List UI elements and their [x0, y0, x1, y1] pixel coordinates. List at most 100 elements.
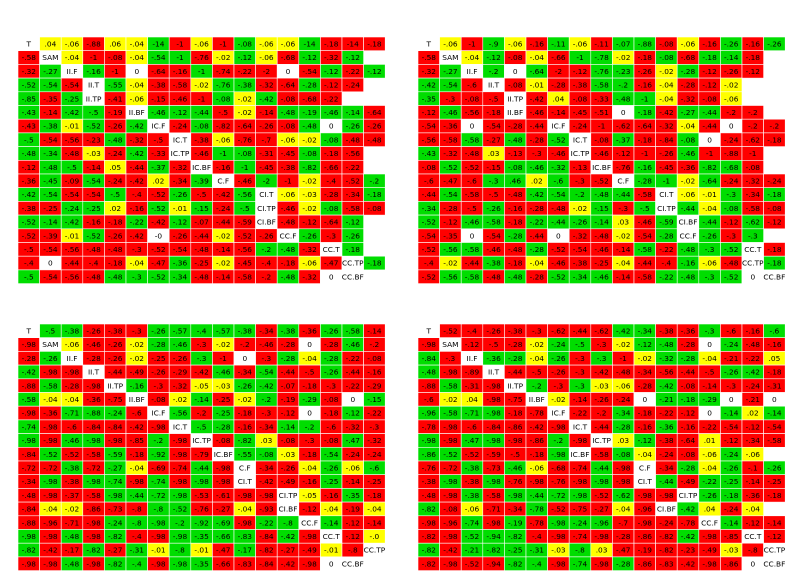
heatmap-cell-label: -.08: [616, 450, 631, 459]
heatmap-cell-label: II.TP: [507, 94, 523, 103]
heatmap-cell-label: -.46: [594, 272, 609, 281]
heatmap-cell-label: -.58: [173, 81, 188, 90]
heatmap-cell-label: -.3: [132, 245, 142, 254]
heatmap-cell-label: -.5: [67, 163, 77, 172]
heatmap-cell-label: -.66: [216, 559, 231, 568]
heatmap-cell-label: -.32: [22, 67, 36, 76]
heatmap-cell-label: -.19: [302, 108, 317, 117]
heatmap-cell-label: -.11: [594, 39, 609, 48]
heatmap-cell-label: 0: [707, 409, 712, 418]
heatmap-cell-label: -.28: [530, 204, 545, 213]
heatmap-cell-label: -.35: [194, 532, 209, 541]
heatmap-cell-label: -.98: [443, 532, 458, 541]
heatmap-cell-label: IC.T: [173, 135, 188, 144]
heatmap-cell-label: -.02: [130, 340, 144, 349]
heatmap-cell-label: -.38: [43, 122, 58, 131]
heatmap-cell-label: -.04: [130, 53, 145, 62]
heatmap-cell-label: -.46: [594, 149, 609, 158]
heatmap-cell-label: -.26: [573, 218, 588, 227]
heatmap-cell-label: -.34: [173, 176, 188, 185]
heatmap-cell-label: -.26: [551, 368, 566, 377]
heatmap-cell-label: -.58: [594, 81, 609, 90]
heatmap-cell-label: -.28: [530, 272, 545, 281]
heatmap-cell-label: -.8: [283, 518, 293, 527]
heatmap-cell-label: -.6: [467, 176, 477, 185]
heatmap-cell-label: -.18: [508, 259, 523, 268]
heatmap-cell-label: -.48: [681, 245, 696, 254]
heatmap-cell-label: -.16: [702, 39, 717, 48]
heatmap-cell-label: -.18: [367, 259, 382, 268]
heatmap-cell-label: -.5: [154, 135, 164, 144]
heatmap-cell-label: -.34: [22, 477, 37, 486]
heatmap-cell-label: -.42: [281, 559, 295, 568]
heatmap-cell-label: -.48: [508, 190, 523, 199]
heatmap-cell-label: IC.BF: [570, 450, 589, 459]
heatmap-cell-label: -.03: [86, 149, 101, 158]
heatmap-cell-label: -.48: [281, 108, 296, 117]
heatmap-cell-label: -.02: [616, 53, 630, 62]
heatmap-cell-label: -.22: [530, 218, 544, 227]
heatmap-cell-label: -.3: [132, 272, 142, 281]
heatmap-cell-label: -1: [620, 354, 628, 363]
heatmap-cell-label: -.98: [573, 477, 588, 486]
heatmap-cell-label: -.45: [659, 163, 674, 172]
heatmap-cell-label: -.28: [443, 204, 458, 213]
heatmap-cell-label: -.62: [746, 135, 760, 144]
heatmap-cell-label: -.12: [346, 218, 360, 227]
heatmap-cell-label: -.07: [281, 381, 296, 390]
heatmap-cell-label: -.46: [551, 149, 566, 158]
heatmap-cell-label: -.44: [346, 368, 361, 377]
heatmap-cell-label: -.12: [767, 532, 781, 541]
heatmap-cell-label: -.72: [551, 491, 565, 500]
heatmap-cell-label: -.49: [681, 477, 696, 486]
heatmap-cell-label: -.42: [659, 381, 673, 390]
heatmap-cell-label: 0: [707, 135, 712, 144]
heatmap-cell-label: -.54: [551, 190, 566, 199]
heatmap-cell-label: -.02: [638, 354, 652, 363]
heatmap-cell-label: -.25: [43, 204, 58, 213]
heatmap-cell-label: -.3: [726, 190, 736, 199]
heatmap-cell-label: -.2: [489, 67, 499, 76]
heatmap-cell-label: -.14: [702, 381, 717, 390]
heatmap-cell-label: -.15: [367, 395, 382, 404]
heatmap-cell-label: -.44: [108, 368, 123, 377]
heatmap-cell-label: -.02: [216, 53, 230, 62]
heatmap-cell-label: -.48: [43, 163, 58, 172]
heatmap-cell-label: -.12: [638, 436, 652, 445]
heatmap-cell-label: -.56: [659, 368, 674, 377]
heatmap-cell: [363, 201, 386, 216]
heatmap-cell-label: -.23: [681, 546, 696, 555]
heatmap-cell-label: -.48: [616, 94, 631, 103]
heatmap-cell-label: -.26: [702, 231, 717, 240]
heatmap-cell-label: -.18: [324, 39, 339, 48]
heatmap-cell-label: -.44: [216, 218, 231, 227]
heatmap-cell-label: II.T: [88, 368, 100, 377]
heatmap-cell-label: -.01: [65, 231, 80, 240]
heatmap-cell-label: 0: [329, 272, 334, 281]
heatmap-cell-label: -.14: [767, 409, 782, 418]
heatmap-cell-label: -.43: [22, 122, 37, 131]
heatmap-cell-label: -.42: [530, 94, 544, 103]
heatmap-cell-label: -.3: [326, 231, 336, 240]
heatmap-cell-label: II.T: [488, 81, 500, 90]
heatmap-cell-label: -.44: [551, 218, 566, 227]
heatmap-cell-label: CI.T: [638, 477, 653, 486]
heatmap-cell-label: -.98: [238, 491, 253, 500]
heatmap-cell-label: -.14: [259, 108, 274, 117]
heatmap-cell-label: -.58: [346, 326, 361, 335]
heatmap-cell-label: -.54: [573, 245, 588, 254]
heatmap-cell-label: -.46: [216, 368, 231, 377]
heatmap-cell-label: -1: [598, 122, 606, 131]
heatmap-cell-label: -.08: [281, 436, 296, 445]
heatmap-cell-label: 0: [307, 409, 312, 418]
heatmap-cell-label: -.86: [422, 450, 437, 459]
heatmap-cell-label: -.46: [238, 176, 253, 185]
heatmap-cell-label: -.93: [259, 505, 274, 514]
heatmap-cell-label: -.76: [194, 53, 209, 62]
heatmap-cell-label: -.8: [175, 546, 185, 555]
heatmap-cell-label: -.16: [530, 39, 545, 48]
heatmap-cell-label: CI.BF: [678, 218, 697, 227]
heatmap-cell-label: -.26: [724, 463, 739, 472]
heatmap-cell-label: -.12: [324, 81, 338, 90]
heatmap-cell: [363, 64, 386, 79]
